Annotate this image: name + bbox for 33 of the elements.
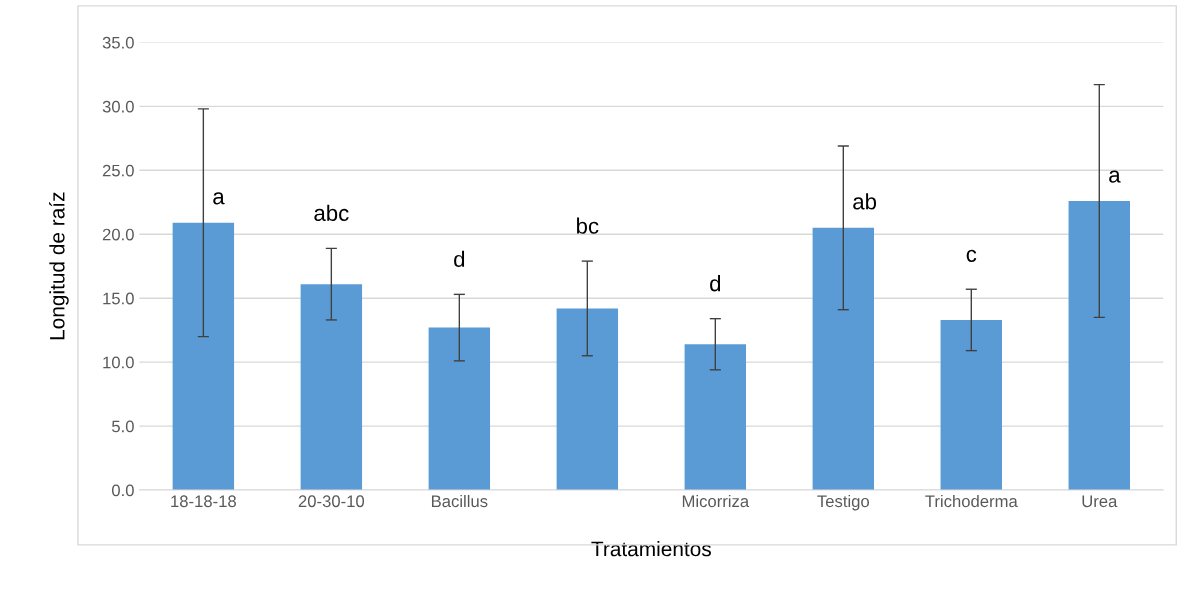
annotation: ab: [853, 193, 877, 210]
bar: [172, 222, 235, 491]
y-tick-label: 5.0: [112, 420, 134, 433]
y-tick-label: 15.0: [103, 292, 134, 305]
bar: [684, 344, 747, 491]
y-tick-label: 20.0: [102, 228, 134, 241]
annotation: a: [1109, 170, 1121, 183]
x-tick-label: Bacillus: [431, 494, 488, 508]
bar: [812, 227, 875, 491]
annotation: d: [454, 250, 465, 268]
bar: [556, 308, 619, 491]
x-axis-title: Tratamientos: [591, 541, 711, 557]
bar: [940, 319, 1003, 491]
x-tick-label: 18-18-18: [171, 495, 236, 508]
x-tick-label: 20-30-10: [298, 495, 365, 508]
bar: [1068, 201, 1131, 491]
y-tick-label: 10.0: [103, 356, 134, 369]
x-tick-label: Micorriza: [682, 494, 750, 508]
annotation: bc: [577, 217, 599, 234]
y-tick-label: 30.0: [102, 100, 134, 113]
x-tick-label: Trichoderma: [925, 494, 1018, 508]
bar: [300, 284, 363, 491]
y-tick-label: 0.0: [111, 484, 134, 497]
x-tick-label: Testigo: [817, 494, 870, 511]
bar: [428, 327, 491, 491]
annotation: d: [710, 275, 721, 292]
y-tick-label: 25.0: [102, 164, 134, 177]
annotation: abc: [314, 204, 349, 222]
annotation: a: [213, 192, 225, 205]
y-tick-label: 35.0: [102, 36, 134, 49]
x-tick-label: Urea: [1082, 495, 1118, 508]
annotation: c: [966, 249, 977, 262]
y-axis-title: Longitud de raíz: [49, 192, 69, 340]
